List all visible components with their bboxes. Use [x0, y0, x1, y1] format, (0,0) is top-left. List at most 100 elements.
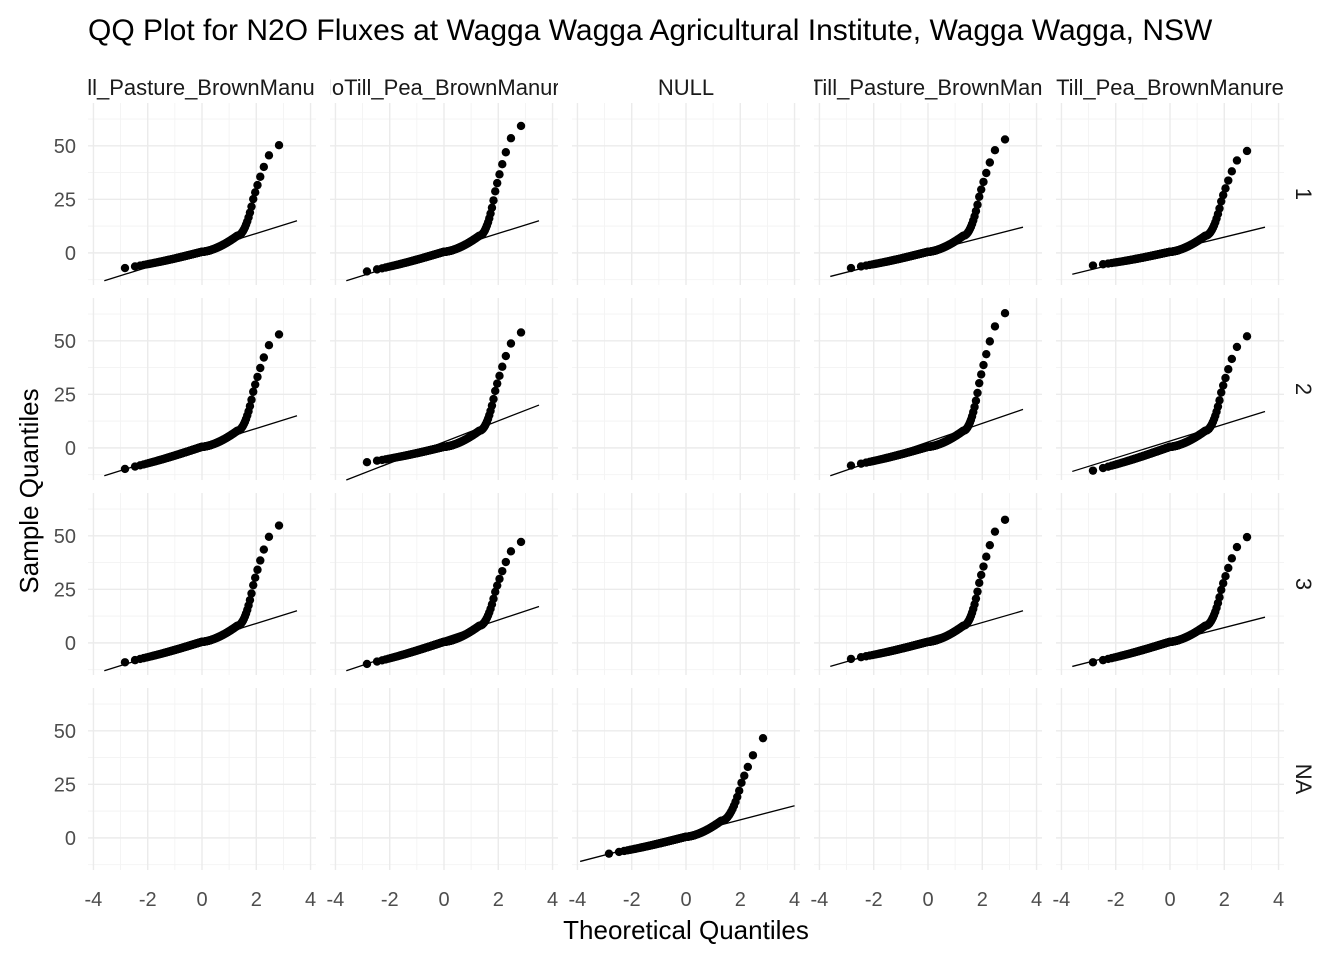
- qq-point: [506, 339, 516, 348]
- facet-panel-1-3: [330, 688, 558, 870]
- facet-panel-1-2: [330, 493, 558, 675]
- qq-point: [973, 587, 982, 596]
- qq-reference-line: [346, 404, 540, 481]
- qq-point: [492, 178, 502, 188]
- qq-point: [737, 778, 746, 787]
- qq-point: [362, 458, 372, 467]
- facet-panel-4-0: [1056, 103, 1284, 285]
- x-tick-label: 2: [977, 889, 988, 911]
- qq-series-7: [1072, 332, 1266, 475]
- facet-panel-1-1: [330, 298, 558, 480]
- facet-panel-0-1: [88, 298, 316, 480]
- qq-point: [491, 386, 500, 396]
- x-tick-label: 0: [438, 889, 449, 911]
- column-strip-label: Till_Pasture_BrownManure: [70, 75, 335, 100]
- qq-point: [492, 379, 502, 388]
- qq-point: [1224, 176, 1233, 185]
- qq-point: [1221, 373, 1230, 383]
- qq-point: [976, 570, 986, 580]
- qq-point: [1218, 579, 1228, 588]
- qq-point: [495, 574, 504, 584]
- qq-point: [973, 388, 982, 398]
- qq-point: [979, 562, 988, 571]
- facet-panel-2-2: [572, 493, 800, 675]
- x-tick-label: 4: [547, 889, 558, 911]
- qq-point: [1217, 585, 1226, 595]
- qq-point: [1088, 261, 1098, 270]
- facet-panel-0-3: [88, 688, 316, 870]
- qq-point: [971, 206, 981, 216]
- qq-point: [975, 192, 984, 201]
- qq-point: [985, 158, 995, 167]
- qq-point: [1000, 135, 1010, 144]
- qq-point: [247, 395, 256, 404]
- x-tick-label: 2: [1219, 889, 1230, 911]
- y-tick-label: 50: [54, 331, 76, 353]
- qq-reference-line: [1072, 410, 1266, 473]
- qq-series-1: [346, 121, 540, 282]
- qq-series-2: [830, 135, 1024, 278]
- qq-point: [1000, 309, 1010, 318]
- x-tick-label: -4: [327, 889, 345, 911]
- qq-point: [506, 547, 516, 556]
- qq-point: [973, 200, 982, 209]
- row-strip-label: NA: [1291, 764, 1316, 795]
- qq-point: [740, 771, 749, 780]
- qq-point: [971, 594, 981, 603]
- qq-point: [1242, 332, 1252, 341]
- qq-point: [982, 349, 991, 359]
- qq-reference-line: [104, 610, 298, 672]
- qq-point: [245, 401, 255, 411]
- x-tick-label: 2: [251, 889, 262, 911]
- x-tick-label: 2: [493, 889, 504, 911]
- qq-point: [259, 545, 269, 554]
- qq-series-3: [1072, 146, 1266, 275]
- qq-point: [734, 786, 744, 795]
- qq-point: [501, 148, 511, 157]
- y-tick-label: 25: [54, 579, 76, 601]
- column-strip-label: NoTill_Pea_BrownManure: [316, 75, 572, 100]
- qq-point: [249, 194, 258, 204]
- qq-point: [256, 363, 265, 373]
- qq-point: [245, 595, 255, 605]
- y-tick-label: 0: [65, 633, 76, 655]
- facet-panel-0-2: [88, 493, 316, 675]
- x-tick-label: 0: [680, 889, 691, 911]
- qq-point: [247, 589, 256, 598]
- column-strip-label: Till_Pea_BrownManure: [1056, 75, 1284, 100]
- y-tick-label: 50: [54, 136, 76, 158]
- facet-panel-4-2: [1056, 493, 1284, 675]
- facet-panel-2-3: [572, 688, 800, 870]
- x-tick-label: 4: [789, 889, 800, 911]
- qq-point: [498, 566, 507, 576]
- y-tick-label: 25: [54, 189, 76, 211]
- x-tick-label: -4: [569, 889, 587, 911]
- qq-reference-line: [104, 415, 298, 477]
- qq-point: [491, 187, 500, 196]
- qq-series-4: [104, 330, 298, 477]
- qq-point: [1221, 572, 1230, 581]
- qq-point: [975, 578, 984, 588]
- qq-point: [250, 573, 260, 582]
- x-tick-label: 4: [1273, 889, 1284, 911]
- qq-point: [1215, 593, 1224, 602]
- qq-reference-line: [830, 610, 1024, 668]
- x-tick-label: 4: [305, 889, 316, 911]
- qq-point: [516, 537, 526, 547]
- qq-point: [256, 556, 265, 565]
- qq-series-11: [1072, 532, 1266, 668]
- x-tick-label: -2: [1107, 889, 1125, 911]
- qq-series-10: [830, 515, 1024, 668]
- qq-point: [492, 581, 502, 590]
- x-tick-label: -4: [1053, 889, 1071, 911]
- qq-reference-line: [104, 220, 298, 282]
- facet-panel-2-0: [572, 103, 800, 285]
- qq-point: [982, 552, 991, 561]
- qq-point: [1227, 354, 1237, 364]
- qq-point: [516, 121, 526, 131]
- x-tick-label: -2: [139, 889, 157, 911]
- qq-point: [1242, 532, 1252, 542]
- qq-series-12: [579, 733, 795, 863]
- facet-panel-0-0: [88, 103, 316, 285]
- column-strip-label: NULL: [658, 75, 714, 100]
